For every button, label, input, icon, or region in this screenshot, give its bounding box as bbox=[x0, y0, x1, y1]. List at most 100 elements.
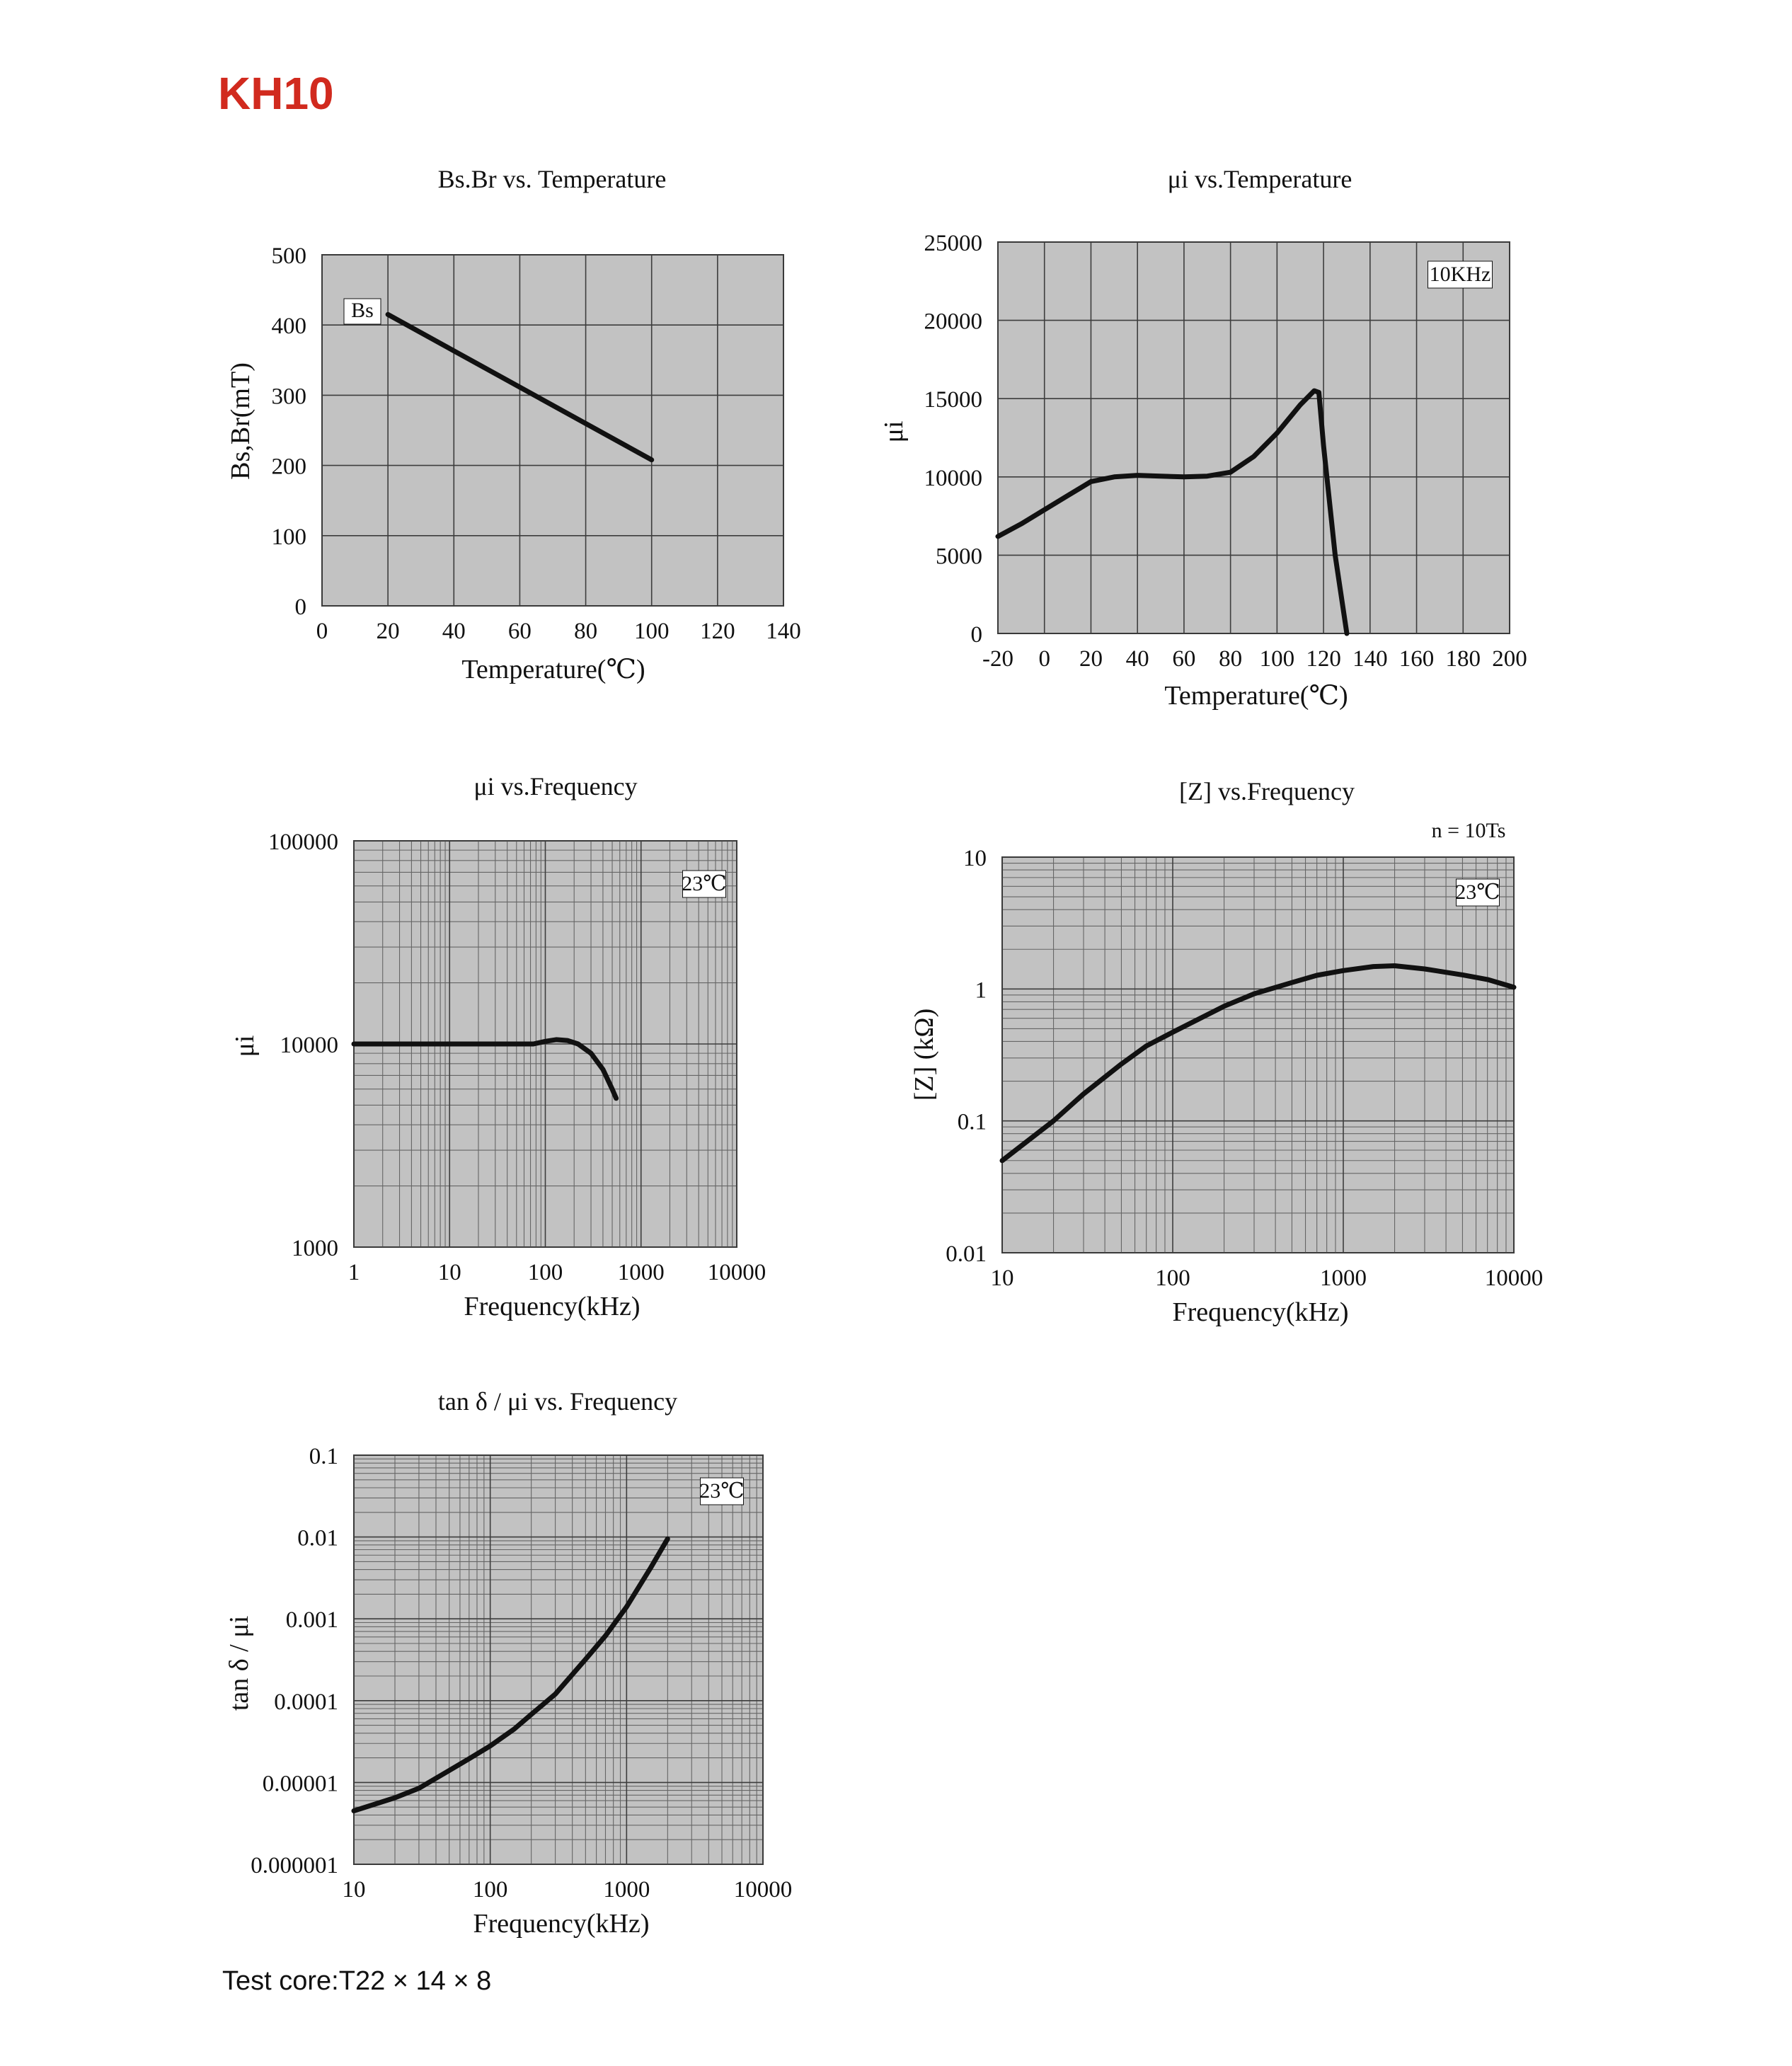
series-label-box bbox=[343, 298, 381, 325]
x-tick-label: 20 bbox=[377, 619, 400, 644]
x-tick-label: 80 bbox=[1219, 646, 1242, 672]
annotation-label: 10KHz bbox=[1430, 263, 1491, 286]
y-tick-label: 500 bbox=[272, 243, 307, 269]
y-tick-label: 0.00001 bbox=[263, 1771, 338, 1796]
y-tick-label: 10 bbox=[963, 846, 987, 871]
annotation-label: 23℃ bbox=[682, 872, 727, 895]
y-tick-label: 25000 bbox=[924, 231, 983, 256]
chart-bs-temperature: 0 20 40 60 80 100 120 140 0 100 200 300 400 500 Bs.Br … bbox=[226, 165, 801, 684]
chart-title: Bs.Br vs. Temperature bbox=[438, 165, 667, 193]
y-tick-label: 0.0001 bbox=[274, 1689, 338, 1715]
x-tick-label: 1 bbox=[348, 1260, 360, 1285]
y-tick-label: 1 bbox=[975, 977, 987, 1003]
y-tick-label: 0 bbox=[971, 622, 983, 648]
annotation-box bbox=[682, 870, 726, 898]
x-tick-label: 180 bbox=[1446, 646, 1481, 672]
y-tick-label: 0.01 bbox=[297, 1526, 338, 1551]
y-tick-label: 0.1 bbox=[309, 1444, 338, 1469]
x-tick-label: 60 bbox=[508, 619, 532, 644]
x-tick-label: 100 bbox=[473, 1877, 508, 1903]
chart-mu-frequency: 1 10 100 1000 10000 1000 10000 100000 μi vs.Freq… bbox=[230, 772, 766, 1321]
x-tick-label: 10 bbox=[343, 1877, 366, 1903]
y-tick-label: 100 bbox=[272, 524, 307, 550]
x-tick-label: 10000 bbox=[708, 1260, 766, 1285]
y-axis-label: Bs,Br(mT) bbox=[226, 362, 255, 480]
x-tick-label: 60 bbox=[1172, 646, 1195, 672]
series-line bbox=[351, 1037, 619, 1101]
x-tick-label: 140 bbox=[766, 619, 801, 644]
y-tick-label: 0.1 bbox=[958, 1110, 987, 1135]
y-tick-label: 5000 bbox=[936, 544, 982, 569]
plot-area bbox=[1001, 856, 1515, 1253]
chart-title: μi vs.Frequency bbox=[473, 772, 637, 800]
chart-z-frequency: 10 100 1000 10000 0.01 0.1 1 10 [Z] vs.Frequency… bbox=[909, 777, 1543, 1327]
x-tick-label: 0 bbox=[316, 619, 328, 644]
chart-title: [Z] vs.Frequency bbox=[1179, 777, 1355, 805]
x-tick-label: 1000 bbox=[603, 1877, 650, 1903]
annotation-label: n = 10Ts bbox=[1432, 819, 1506, 842]
x-axis-label: Frequency(kHz) bbox=[464, 1292, 640, 1321]
y-tick-label: 400 bbox=[272, 314, 307, 339]
x-axis-label: Temperature(℃) bbox=[1164, 681, 1348, 711]
plot-area bbox=[997, 241, 1510, 634]
plot-area bbox=[353, 1454, 764, 1865]
chart-title: tan δ / μi vs. Frequency bbox=[438, 1387, 677, 1416]
y-tick-label: 100000 bbox=[268, 830, 338, 855]
x-tick-label: 10 bbox=[991, 1266, 1014, 1291]
y-tick-label: 300 bbox=[272, 384, 307, 409]
x-tick-label: 100 bbox=[634, 619, 670, 644]
y-axis-label: tan δ / μi bbox=[224, 1616, 254, 1711]
annotation-box bbox=[1456, 878, 1500, 907]
series-label: Bs bbox=[351, 299, 374, 322]
series-line bbox=[999, 963, 1517, 1164]
x-tick-label: 40 bbox=[1126, 646, 1149, 672]
y-tick-label: 15000 bbox=[924, 387, 983, 413]
annotation-box bbox=[1428, 260, 1493, 289]
y-tick-label: 10000 bbox=[280, 1033, 339, 1058]
series-line bbox=[385, 311, 655, 463]
x-tick-label: -20 bbox=[982, 646, 1013, 672]
x-tick-label: 0 bbox=[1038, 646, 1050, 672]
x-tick-label: 100 bbox=[528, 1260, 563, 1285]
annotation-box bbox=[700, 1477, 744, 1505]
x-axis-label: Frequency(kHz) bbox=[1172, 1297, 1348, 1327]
y-tick-label: 0 bbox=[295, 595, 307, 620]
x-tick-label: 40 bbox=[442, 619, 466, 644]
x-tick-label: 10000 bbox=[734, 1877, 793, 1903]
x-tick-label: 140 bbox=[1352, 646, 1388, 672]
x-tick-label: 80 bbox=[574, 619, 597, 644]
y-tick-label: 0.000001 bbox=[251, 1853, 338, 1878]
test-core-note: Test core:T22 × 14 × 8 bbox=[222, 1966, 492, 1996]
y-tick-label: 1000 bbox=[292, 1236, 338, 1261]
x-tick-label: 1000 bbox=[618, 1260, 665, 1285]
annotation-label: 23℃ bbox=[1455, 880, 1500, 904]
x-axis-label: Temperature(℃) bbox=[461, 655, 645, 684]
x-tick-label: 100 bbox=[1155, 1266, 1190, 1291]
x-tick-label: 120 bbox=[700, 619, 735, 644]
annotation-label: 23℃ bbox=[699, 1479, 745, 1503]
x-tick-label: 1000 bbox=[1320, 1266, 1367, 1291]
chart-tand-frequency: 10 100 1000 10000 0.000001 0.00001 0.0001 0.001… bbox=[224, 1387, 792, 1939]
series-line bbox=[995, 388, 1350, 636]
y-axis-label: μi bbox=[230, 1035, 260, 1057]
x-axis-label: Frequency(kHz) bbox=[473, 1909, 649, 1939]
x-tick-label: 100 bbox=[1260, 646, 1295, 672]
x-tick-label: 10 bbox=[438, 1260, 461, 1285]
x-tick-label: 120 bbox=[1306, 646, 1341, 672]
y-tick-label: 10000 bbox=[924, 466, 983, 491]
chart-mu-temperature: -20 0 20 40 60 80 100 120 140 160 180 2000500010000… bbox=[879, 165, 1527, 711]
series-line bbox=[351, 1536, 670, 1813]
plot-area bbox=[321, 254, 784, 607]
x-tick-label: 10000 bbox=[1485, 1266, 1544, 1291]
y-tick-label: 0.01 bbox=[946, 1241, 987, 1267]
y-axis-label: μi bbox=[879, 421, 909, 443]
y-axis-label: [Z] (kΩ) bbox=[909, 1009, 939, 1101]
y-tick-label: 20000 bbox=[924, 309, 983, 335]
y-tick-label: 0.001 bbox=[286, 1607, 338, 1633]
x-tick-label: 20 bbox=[1079, 646, 1103, 672]
y-tick-label: 200 bbox=[272, 454, 307, 480]
page-title: KH10 bbox=[218, 68, 334, 119]
x-tick-label: 200 bbox=[1492, 646, 1527, 672]
x-tick-label: 160 bbox=[1399, 646, 1435, 672]
